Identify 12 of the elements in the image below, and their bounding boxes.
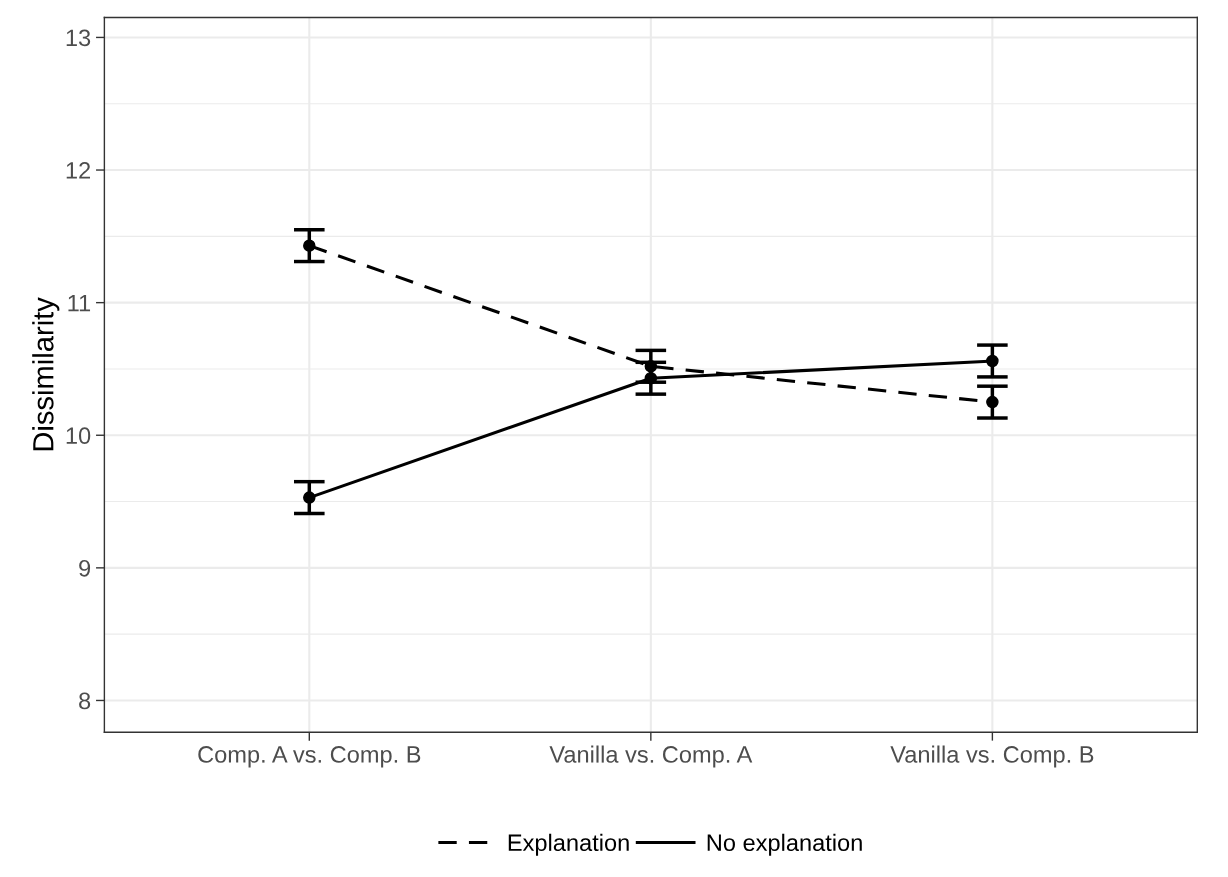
y-tick-label: 8 xyxy=(79,692,91,710)
x-tick-label: Comp. A vs. Comp. B xyxy=(198,746,421,768)
y-tick-label: 11 xyxy=(68,294,91,312)
legend-label: Explanation xyxy=(508,833,629,856)
x-tick-label: Vanilla vs. Comp. B xyxy=(890,745,1094,768)
legend-label: No explanation xyxy=(707,833,862,856)
y-axis-title: Dissimilarity xyxy=(32,297,60,451)
y-tick-label: 13 xyxy=(66,29,91,47)
x-tick-label: Vanilla vs. Comp. A xyxy=(549,745,753,768)
y-tick-label: 9 xyxy=(79,559,91,577)
y-tick-label: 10 xyxy=(66,427,91,445)
y-tick-label: 12 xyxy=(66,162,90,179)
